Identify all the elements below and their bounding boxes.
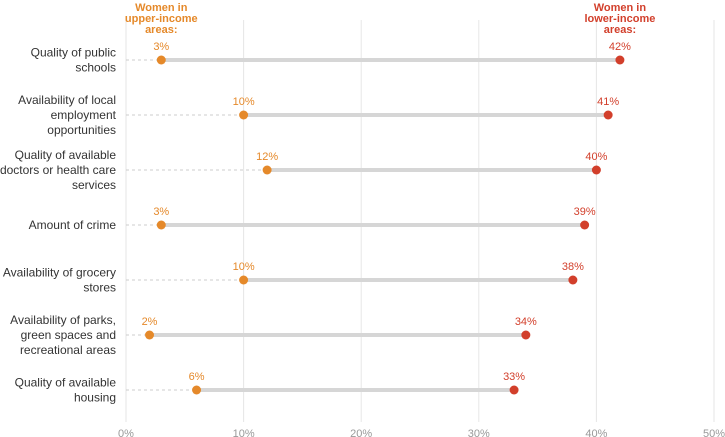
lower-income-dot — [509, 385, 519, 395]
category-label: Quality of public — [31, 46, 116, 60]
chart-row: Availability of parks,green spaces andre… — [10, 313, 537, 357]
x-tick-label: 30% — [468, 428, 490, 437]
x-tick-label: 50% — [703, 428, 725, 437]
category-label: stores — [83, 281, 116, 295]
upper-income-value-label: 10% — [233, 96, 255, 108]
lower-income-value-label: 40% — [585, 151, 607, 163]
legend-entry: upper-income — [125, 13, 198, 25]
x-tick-label: 0% — [118, 428, 134, 437]
chart-row: Availability of localemploymentopportuni… — [18, 93, 619, 137]
category-label: services — [72, 178, 116, 192]
category-label: housing — [74, 391, 116, 405]
category-label: Availability of local — [18, 93, 116, 107]
upper-income-value-label: 10% — [233, 261, 255, 273]
lower-income-value-label: 34% — [515, 316, 537, 328]
category-label: doctors or health care — [0, 163, 116, 177]
lower-income-dot — [568, 275, 578, 285]
upper-income-dot — [192, 385, 202, 395]
lower-income-value-label: 42% — [609, 41, 631, 53]
upper-income-value-label: 12% — [256, 151, 278, 163]
legend-entry: areas: — [604, 24, 636, 36]
category-label: schools — [75, 61, 116, 75]
upper-income-value-label: 6% — [189, 371, 205, 383]
x-tick-label: 20% — [350, 428, 372, 437]
lower-income-dot — [603, 110, 613, 120]
legend-entry: areas: — [145, 24, 177, 36]
upper-income-dot — [239, 275, 249, 285]
category-label: Availability of grocery — [3, 266, 116, 280]
lower-income-dot — [580, 220, 590, 230]
legend-entry: Women in — [594, 2, 647, 14]
category-label: recreational areas — [20, 343, 116, 357]
category-label: opportunities — [47, 123, 116, 137]
category-label: Amount of crime — [29, 218, 117, 232]
upper-income-value-label: 3% — [153, 41, 169, 53]
x-tick-label: 40% — [585, 428, 607, 437]
category-label: Quality of available — [15, 148, 117, 162]
upper-income-dot — [262, 165, 272, 175]
lower-income-value-label: 41% — [597, 96, 619, 108]
lower-income-dot — [521, 330, 531, 340]
chart-row: Amount of crime 3% 39% — [29, 206, 596, 232]
upper-income-dot — [156, 220, 166, 230]
upper-income-dot — [239, 110, 249, 120]
legend-entry: Women in — [135, 2, 188, 14]
lower-income-value-label: 38% — [562, 261, 584, 273]
x-tick-label: 10% — [233, 428, 255, 437]
upper-income-dot — [145, 330, 155, 340]
lower-income-value-label: 33% — [503, 371, 525, 383]
lower-income-dot — [615, 55, 625, 65]
lower-income-dot — [591, 165, 601, 175]
legend-entry: lower-income — [584, 13, 655, 25]
x-axis-ticks: 0% 10% 20% 30% 40% 50% — [118, 428, 725, 437]
category-label: Quality of available — [15, 376, 117, 390]
grid-lines — [125, 20, 715, 422]
upper-income-value-label: 2% — [142, 316, 158, 328]
category-label: employment — [51, 108, 117, 122]
upper-income-dot — [156, 55, 166, 65]
category-label: green spaces and — [21, 328, 116, 342]
lower-income-value-label: 39% — [574, 206, 596, 218]
upper-income-value-label: 3% — [153, 206, 169, 218]
category-label: Availability of parks, — [10, 313, 116, 327]
